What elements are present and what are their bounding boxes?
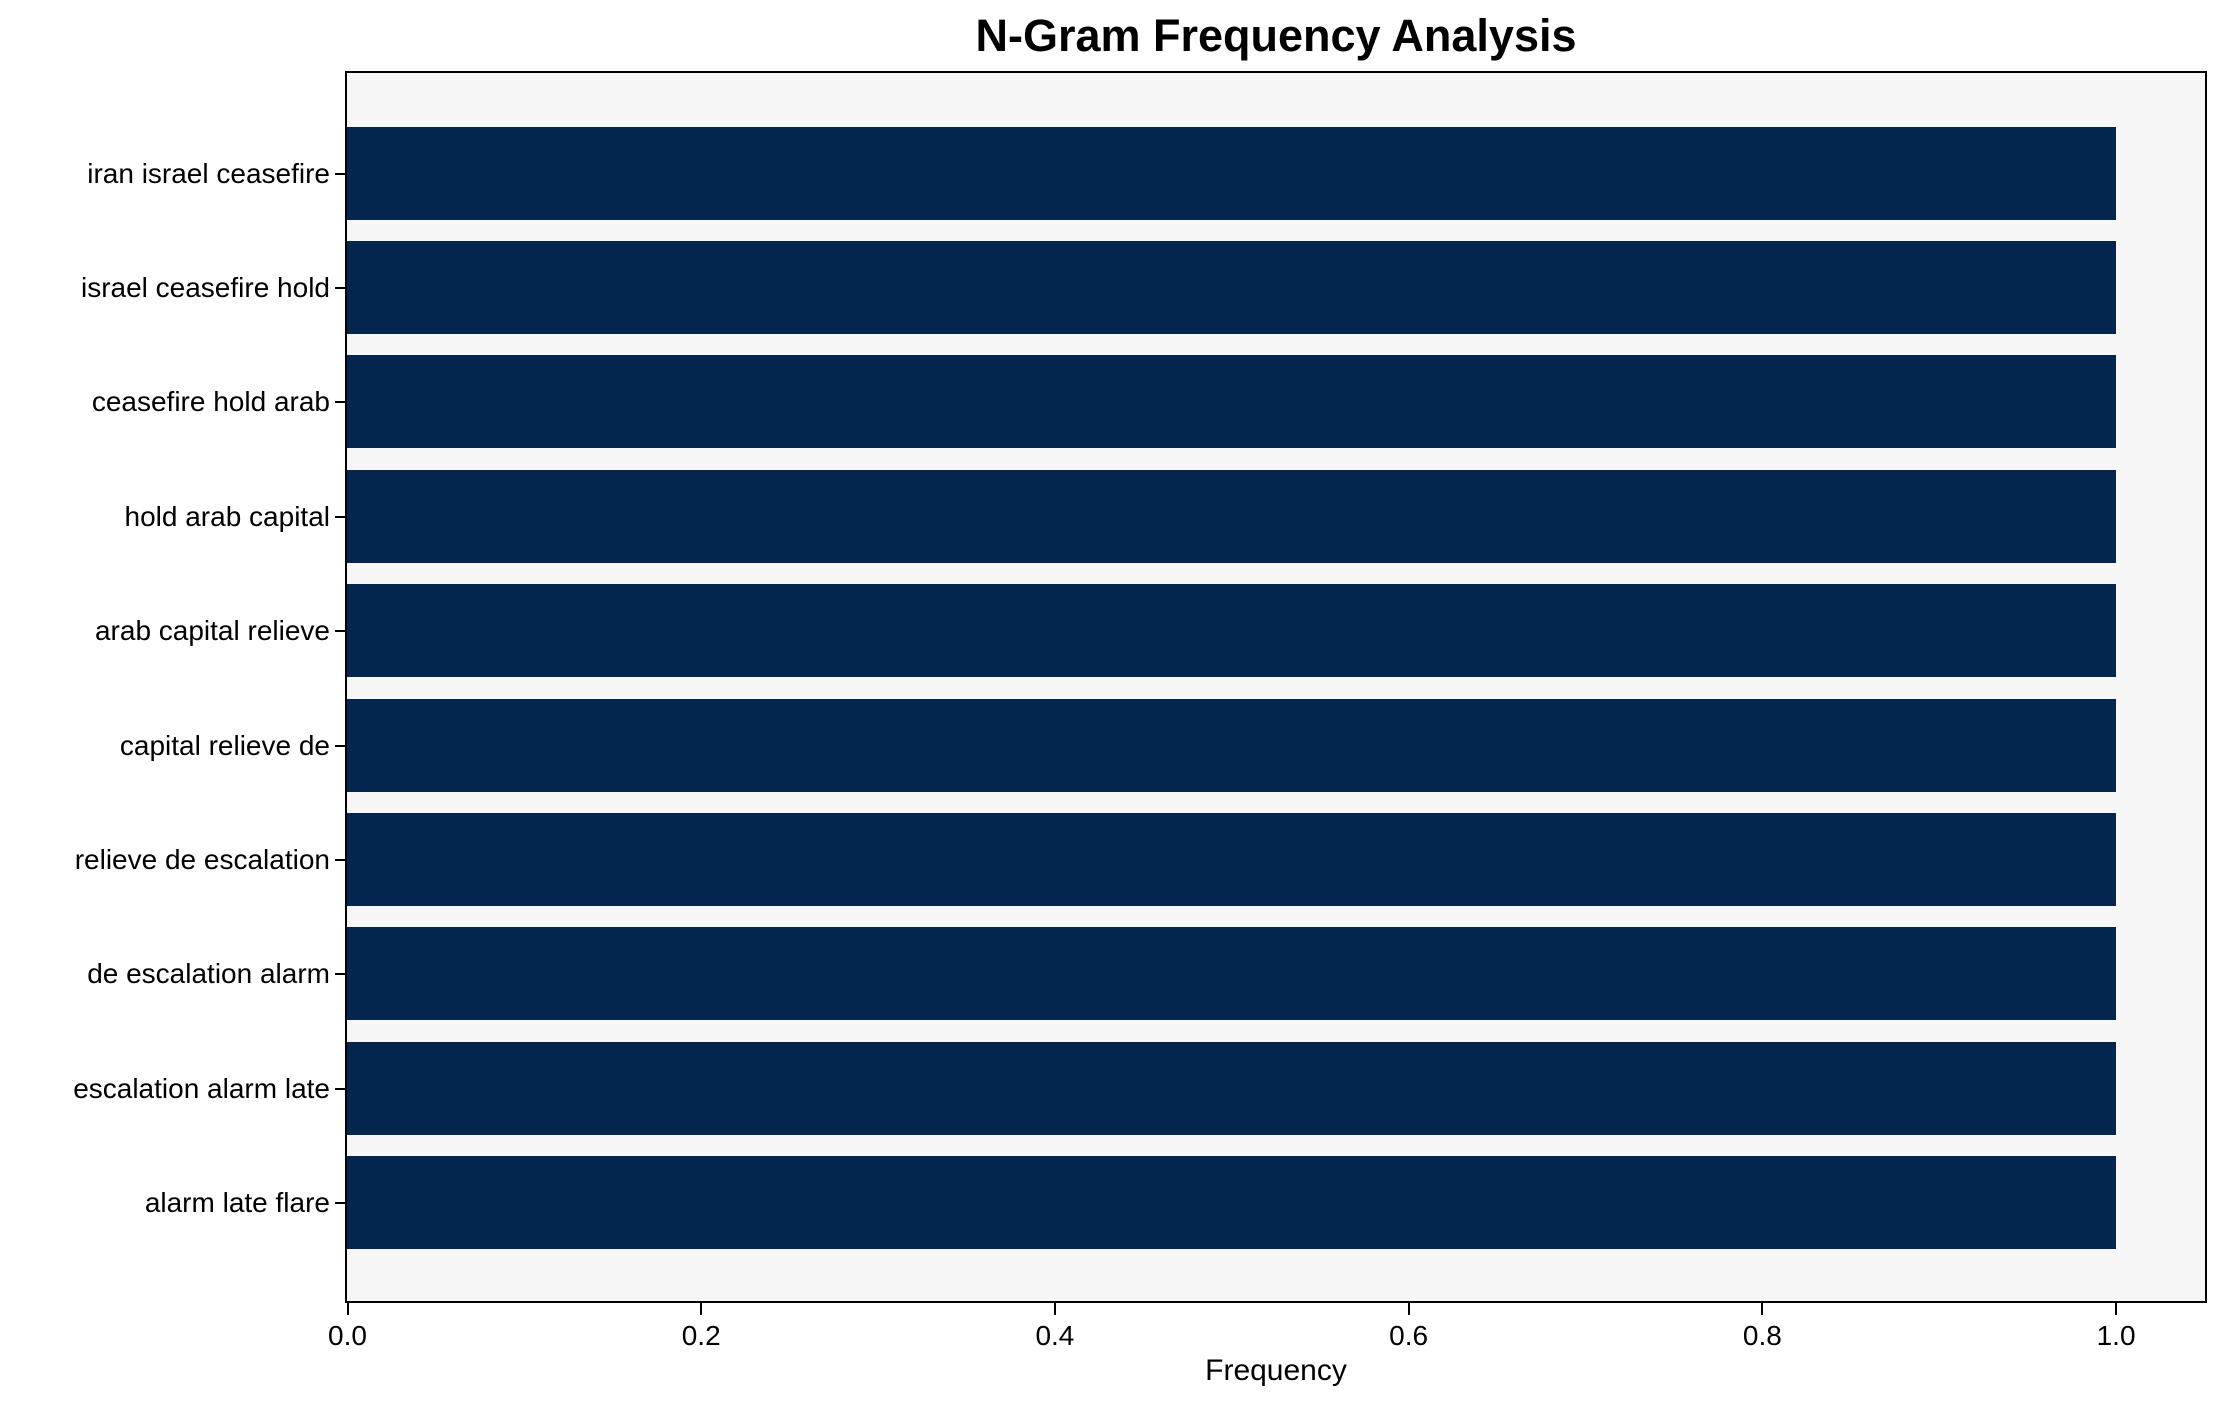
x-tick-mark [700, 1303, 703, 1315]
y-tick-mark [335, 1087, 345, 1090]
x-tick-label: 0.8 [1742, 1320, 1782, 1351]
bar [347, 126, 2116, 220]
y-tick-mark [335, 401, 345, 404]
y-tick-label: israel ceasefire hold [80, 271, 330, 303]
y-tick-label: escalation alarm late [73, 1072, 330, 1104]
x-tick-mark [346, 1303, 349, 1315]
y-tick-mark [335, 630, 345, 633]
bar [347, 698, 2116, 792]
x-tick-mark [1053, 1303, 1056, 1315]
bar [347, 1156, 2116, 1250]
x-tick-mark [1761, 1303, 1764, 1315]
x-tick-label: 0.2 [681, 1320, 721, 1351]
bar [347, 1041, 2116, 1135]
y-tick-mark [335, 1202, 345, 1205]
y-tick-label: ceasefire hold arab [91, 386, 330, 418]
y-tick-label: alarm late flare [144, 1187, 330, 1219]
bar [347, 584, 2116, 678]
x-tick-mark [1407, 1303, 1410, 1315]
x-tick-label: 0.0 [328, 1320, 367, 1351]
bar [347, 355, 2116, 449]
y-tick-label: capital relieve de [119, 729, 330, 761]
y-tick-mark [335, 973, 345, 976]
y-tick-label: hold arab capital [124, 500, 330, 532]
y-tick-label: iran israel ceasefire [87, 157, 330, 189]
y-tick-mark [335, 172, 345, 175]
x-tick-label: 0.4 [1035, 1320, 1075, 1351]
x-tick-label: 1.0 [2096, 1320, 2136, 1351]
y-tick-label: de escalation alarm [87, 958, 330, 990]
bar [347, 240, 2116, 334]
bar [347, 812, 2116, 906]
x-tick-label: 0.6 [1389, 1320, 1429, 1351]
y-tick-label: relieve de escalation [74, 843, 330, 875]
x-axis-label: Frequency [1205, 1354, 1347, 1387]
y-tick-mark [335, 286, 345, 289]
y-tick-mark [335, 858, 345, 861]
bar [347, 469, 2116, 563]
chart-title: N-Gram Frequency Analysis [975, 10, 1577, 61]
y-tick-mark [335, 515, 345, 518]
plot-area [345, 71, 2207, 1303]
y-tick-mark [335, 744, 345, 747]
bar [347, 927, 2116, 1021]
y-tick-label: arab capital relieve [94, 615, 330, 647]
x-tick-mark [2115, 1303, 2118, 1315]
